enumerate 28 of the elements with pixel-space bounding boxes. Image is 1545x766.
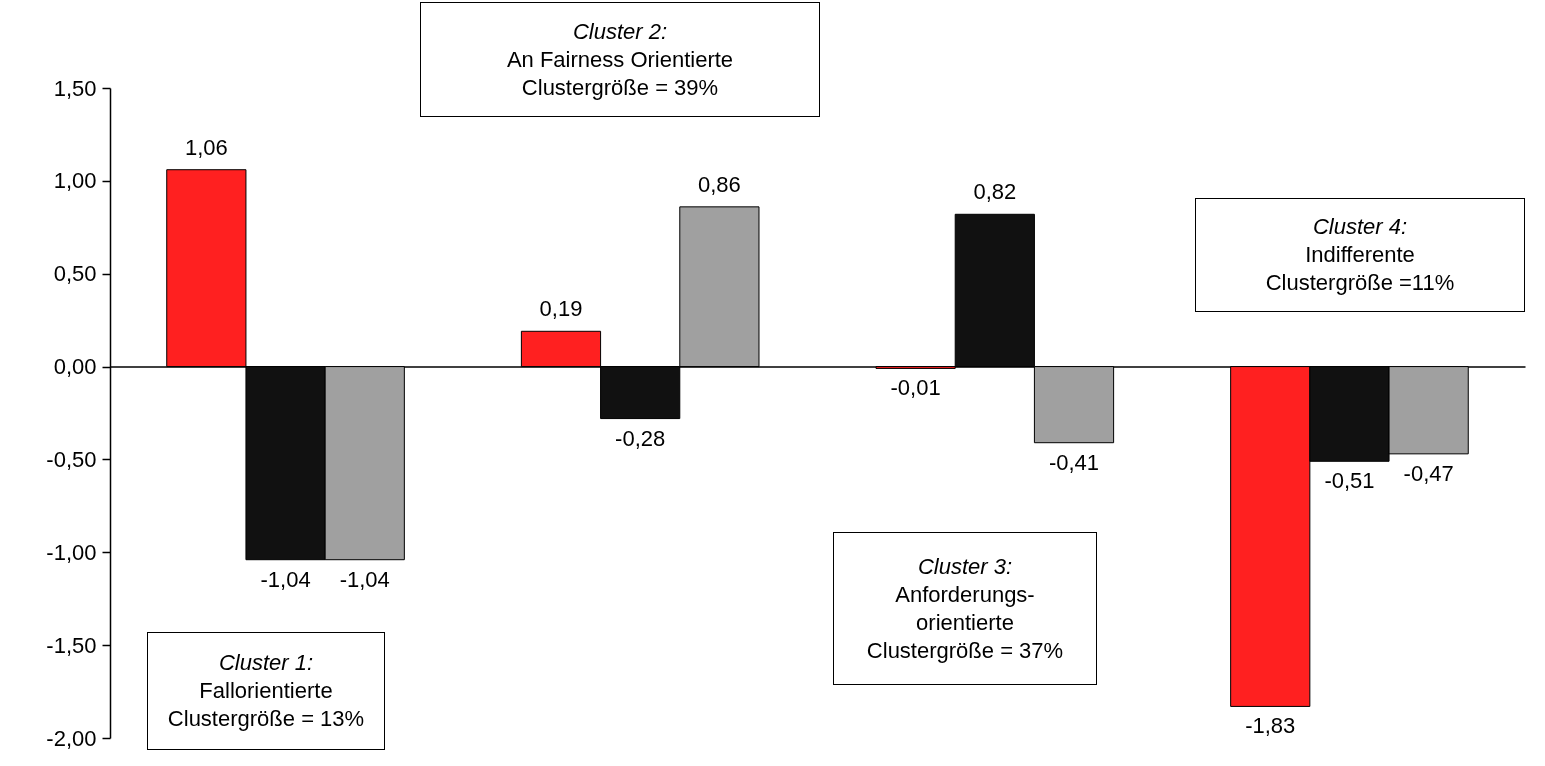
y-tick-label: -0,50 — [46, 446, 97, 472]
text-box: Cluster 1: Fallorientierte Clustergröße = 13% — [147, 632, 385, 750]
data-label: 0,86 — [697, 171, 741, 197]
data-label: 0,82 — [973, 179, 1017, 205]
data-label: -1,83 — [1245, 713, 1296, 739]
data-label: -0,47 — [1403, 460, 1454, 486]
data-label: -1,04 — [339, 566, 390, 592]
y-tick-label: 0,00 — [53, 354, 97, 380]
text-box: Cluster 4: Indifferente Clustergröße =11% — [1195, 198, 1525, 312]
data-label: -0,01 — [890, 375, 941, 401]
annotation: Cluster 4: Indifferente Clustergröße =11% — [1264, 213, 1456, 297]
text-box: Cluster 2: An Fairness Orientierte Clustergröße = 39% — [420, 2, 820, 117]
annotation: Cluster 1: Fallorientierte Clustergröße = 13% — [166, 649, 366, 733]
data-label: -0,41 — [1048, 449, 1100, 475]
text-box: Cluster 3: Anforderungs- orientierte Clustergröße = 37% — [833, 532, 1097, 685]
data-label: -1,04 — [260, 566, 311, 592]
y-tick-label: 0,50 — [53, 261, 97, 287]
data-label: 0,19 — [539, 296, 583, 322]
annotation: Cluster 2: An Fairness Orientierte Clustergröße = 39% — [505, 17, 735, 102]
data-label: 1,06 — [184, 134, 228, 160]
data-label: -0,51 — [1324, 468, 1375, 494]
data-label: -0,28 — [615, 425, 666, 451]
y-tick-label: 1,50 — [53, 75, 97, 101]
y-tick-label: 1,00 — [53, 168, 97, 194]
annotation: Cluster 3: Anforderungs- orientierte Clustergröße = 37% — [865, 552, 1065, 665]
y-tick-label: -2,00 — [46, 725, 97, 751]
y-tick-label: -1,50 — [46, 632, 97, 658]
y-tick-label: -1,00 — [46, 539, 97, 565]
